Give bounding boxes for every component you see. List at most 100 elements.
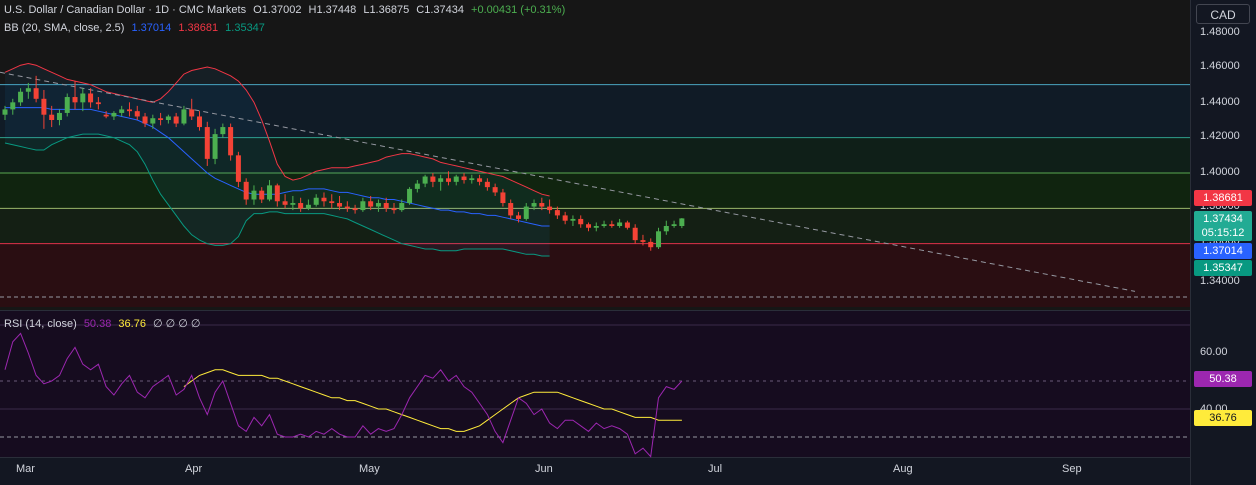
- time-label-jul: Jul: [708, 463, 723, 475]
- candle-body: [484, 181, 490, 188]
- candle-body: [41, 98, 47, 115]
- candle-body: [181, 109, 187, 124]
- last-price-tag: 1.37434 05:15:12: [1194, 211, 1252, 241]
- candle: [407, 187, 413, 205]
- candle-body: [391, 208, 397, 211]
- candle-body: [212, 134, 218, 159]
- bb-basis-price-tag: 1.37014: [1194, 243, 1252, 259]
- currency-button[interactable]: CAD: [1196, 4, 1250, 24]
- candle: [531, 199, 537, 211]
- last-price-value: 1.37434: [1203, 213, 1243, 225]
- candle-body: [243, 181, 249, 200]
- candle: [484, 178, 490, 191]
- bb-fill: [5, 63, 550, 256]
- candle: [10, 98, 16, 115]
- low-value: 1.36875: [369, 4, 410, 16]
- candle: [220, 123, 226, 138]
- rsi-value: 50.38: [83, 318, 112, 330]
- bb-legend[interactable]: BB (20, SMA, close, 2.5) 1.37014 1.38681…: [4, 22, 269, 34]
- low-label: L: [363, 4, 370, 16]
- candle: [282, 194, 288, 209]
- candle: [80, 88, 86, 112]
- candle: [197, 111, 202, 131]
- candle: [56, 109, 62, 126]
- candle-body: [648, 241, 654, 248]
- rsi-value-tag: 50.38: [1194, 371, 1252, 387]
- candle-body: [453, 176, 459, 182]
- candle: [274, 183, 280, 207]
- candle-body: [562, 215, 568, 221]
- candle: [632, 224, 638, 244]
- rsi-ma-value: 36.76: [118, 318, 146, 330]
- candle-body: [399, 203, 405, 211]
- candle-body: [173, 116, 179, 124]
- rsi-legend[interactable]: RSI (14, close) 50.38 36.76 ∅ ∅ ∅ ∅: [4, 317, 205, 330]
- candle: [72, 81, 78, 110]
- bb-lower-line: [4, 133, 550, 257]
- bb-label[interactable]: BB (20, SMA, close, 2.5): [4, 22, 125, 34]
- bb-upper-value: 1.38681: [178, 22, 219, 34]
- candle: [212, 128, 218, 165]
- symbol-legend[interactable]: U.S. Dollar / Canadian Dollar · 1D · CMC…: [4, 4, 569, 16]
- price-zones: [0, 84, 1190, 307]
- candle: [134, 105, 140, 121]
- candle: [383, 197, 389, 212]
- candle-body: [80, 93, 86, 103]
- candle-body: [445, 178, 451, 182]
- candle: [562, 211, 568, 225]
- candle-body: [414, 183, 420, 189]
- symbol-title[interactable]: U.S. Dollar / Canadian Dollar · 1D · CMC…: [4, 4, 247, 16]
- candle: [438, 174, 444, 191]
- candle: [18, 88, 24, 106]
- candle: [189, 98, 195, 121]
- candle-body: [656, 231, 662, 248]
- candle-body: [197, 116, 202, 128]
- rsi-label[interactable]: RSI (14, close): [4, 318, 77, 330]
- candle-body: [531, 203, 537, 207]
- candle-body: [500, 192, 506, 204]
- candle: [453, 174, 459, 186]
- rsi-extra-values: ∅ ∅ ∅ ∅: [153, 318, 201, 330]
- price-zone: [0, 243, 1190, 307]
- candle: [181, 105, 187, 126]
- candle-body: [25, 88, 31, 92]
- candle-body: [88, 93, 94, 103]
- candle-body: [430, 176, 436, 182]
- candle: [95, 97, 101, 110]
- price-zone: [0, 137, 1190, 174]
- candle-body: [49, 114, 55, 121]
- candle-body: [469, 178, 475, 181]
- candle-body: [601, 224, 607, 227]
- candle-body: [570, 218, 576, 221]
- candle: [508, 199, 514, 219]
- trendline[interactable]: [0, 71, 1136, 292]
- candle-body: [329, 201, 335, 204]
- candle-body: [33, 88, 39, 99]
- candle-body: [554, 210, 560, 216]
- candle-body: [461, 176, 467, 181]
- candle-body: [593, 226, 599, 228]
- candle-body: [617, 222, 623, 227]
- bb-upper-line: [4, 62, 550, 197]
- candle-body: [313, 197, 319, 205]
- price-tick: 1.40000: [1200, 166, 1240, 178]
- candle-body: [142, 116, 148, 124]
- candle: [586, 222, 591, 232]
- price-zone: [0, 173, 1190, 209]
- candle-body: [360, 201, 366, 211]
- candle-body: [189, 109, 195, 117]
- candle: [515, 211, 521, 223]
- candle: [119, 105, 125, 117]
- candle: [617, 218, 623, 228]
- price-zone: [0, 84, 1190, 138]
- time-label-sep: Sep: [1062, 463, 1082, 475]
- candle: [298, 197, 304, 212]
- candle: [64, 93, 70, 117]
- rsi-line: [4, 332, 683, 458]
- candle: [126, 102, 132, 117]
- candle: [422, 174, 428, 188]
- candle-body: [663, 226, 669, 232]
- candle-body: [72, 97, 78, 103]
